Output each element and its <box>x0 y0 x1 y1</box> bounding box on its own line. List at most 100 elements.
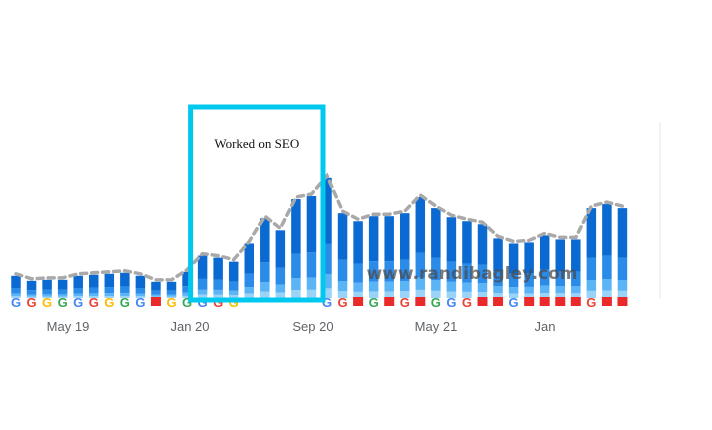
bar-segment <box>524 293 534 298</box>
bar <box>275 230 286 298</box>
bar-segment <box>120 295 130 298</box>
bar <box>400 213 410 298</box>
bar-segment <box>291 253 301 279</box>
bar-segment <box>555 286 565 294</box>
bar <box>135 275 146 298</box>
bar-segment <box>213 257 223 280</box>
bar-segment <box>524 242 534 273</box>
google-update-icon: G <box>42 295 52 310</box>
bar-segment <box>462 282 472 292</box>
bar <box>26 280 37 298</box>
flag-icon <box>415 297 426 306</box>
bar-segment <box>337 213 348 260</box>
bar-segment <box>617 257 628 281</box>
bar <box>42 279 52 298</box>
bar-segment <box>244 287 254 294</box>
bar-segment <box>477 224 488 265</box>
bar-segment <box>228 261 239 282</box>
bar-segment <box>197 294 208 298</box>
bar-segment <box>586 257 597 281</box>
bar <box>415 197 426 298</box>
google-update-icon: G <box>337 295 347 310</box>
bar-segment <box>617 280 628 291</box>
bar-segment <box>602 204 612 256</box>
bar-segment <box>508 293 519 298</box>
bar <box>477 224 488 298</box>
bar-segment <box>322 288 332 298</box>
bar-segment <box>431 290 441 298</box>
google-update-icon: G <box>431 295 441 310</box>
bar-segment <box>384 291 394 298</box>
bar-segment <box>524 286 534 294</box>
bar-segment <box>400 213 410 260</box>
bar-segment <box>431 280 441 291</box>
bar-segment <box>431 257 441 281</box>
bar <box>384 216 394 298</box>
bar-segment <box>135 288 146 294</box>
bar <box>11 275 21 298</box>
bar-segment <box>400 259 410 282</box>
bar-segment <box>368 281 379 292</box>
bar-segment <box>228 295 239 298</box>
flag-icon <box>539 297 550 306</box>
bar-segment <box>322 243 332 274</box>
bar-segment <box>337 259 348 282</box>
bar-segment <box>260 282 270 292</box>
bar-segment <box>477 283 488 293</box>
google-update-icon: G <box>104 295 114 310</box>
bar-segment <box>477 292 488 298</box>
bar-segment <box>446 291 457 298</box>
bar-segment <box>120 292 130 296</box>
bar-segment <box>586 280 597 291</box>
bar <box>571 239 581 298</box>
bar <box>493 238 503 298</box>
bar <box>602 204 612 298</box>
bar-segment <box>368 291 379 298</box>
bar-segment <box>275 230 286 268</box>
trend-line <box>14 172 625 282</box>
bar <box>322 177 332 298</box>
bar-segment <box>353 291 363 298</box>
bar-segment <box>415 197 426 253</box>
bar-segment <box>384 281 394 292</box>
bar-segment <box>57 294 68 297</box>
bar-segment <box>306 289 317 298</box>
bar-segment <box>322 273 332 289</box>
google-update-icon: G <box>166 295 176 310</box>
google-update-icon: G <box>89 295 99 310</box>
flag-icon <box>150 297 161 306</box>
bar-segment <box>539 235 550 270</box>
google-update-icon: G <box>322 295 332 310</box>
bar <box>182 271 192 298</box>
bar-segment <box>73 296 83 298</box>
google-update-icon: G <box>400 295 410 310</box>
bar-segment <box>42 296 52 298</box>
flag-icon <box>353 297 364 306</box>
bar-segment <box>135 296 146 298</box>
bar-segment <box>57 279 68 290</box>
bar-segment <box>120 286 130 293</box>
x-tick-label: May 21 <box>415 319 458 334</box>
bar-segment <box>11 293 21 297</box>
bar-segment <box>57 296 68 298</box>
bar-segment <box>104 296 115 298</box>
bar-segment <box>337 281 348 292</box>
bar <box>244 243 254 298</box>
bar-segment <box>508 273 519 288</box>
bar <box>431 208 441 298</box>
google-update-icon: G <box>26 295 36 310</box>
bar-segment <box>508 243 519 274</box>
bar-segment <box>104 273 115 288</box>
x-tick-label: Jan 20 <box>170 319 209 334</box>
bar-segment <box>415 252 426 278</box>
bar-segment <box>586 290 597 298</box>
bar-segment <box>306 252 317 278</box>
bar-segment <box>213 279 223 290</box>
bar-segment <box>275 267 286 285</box>
bar-segment <box>446 261 457 282</box>
bar <box>260 218 270 298</box>
bar-segment <box>26 290 37 295</box>
bar-segment <box>57 289 68 295</box>
bar-segment <box>384 216 394 262</box>
google-update-icon: G <box>135 295 145 310</box>
